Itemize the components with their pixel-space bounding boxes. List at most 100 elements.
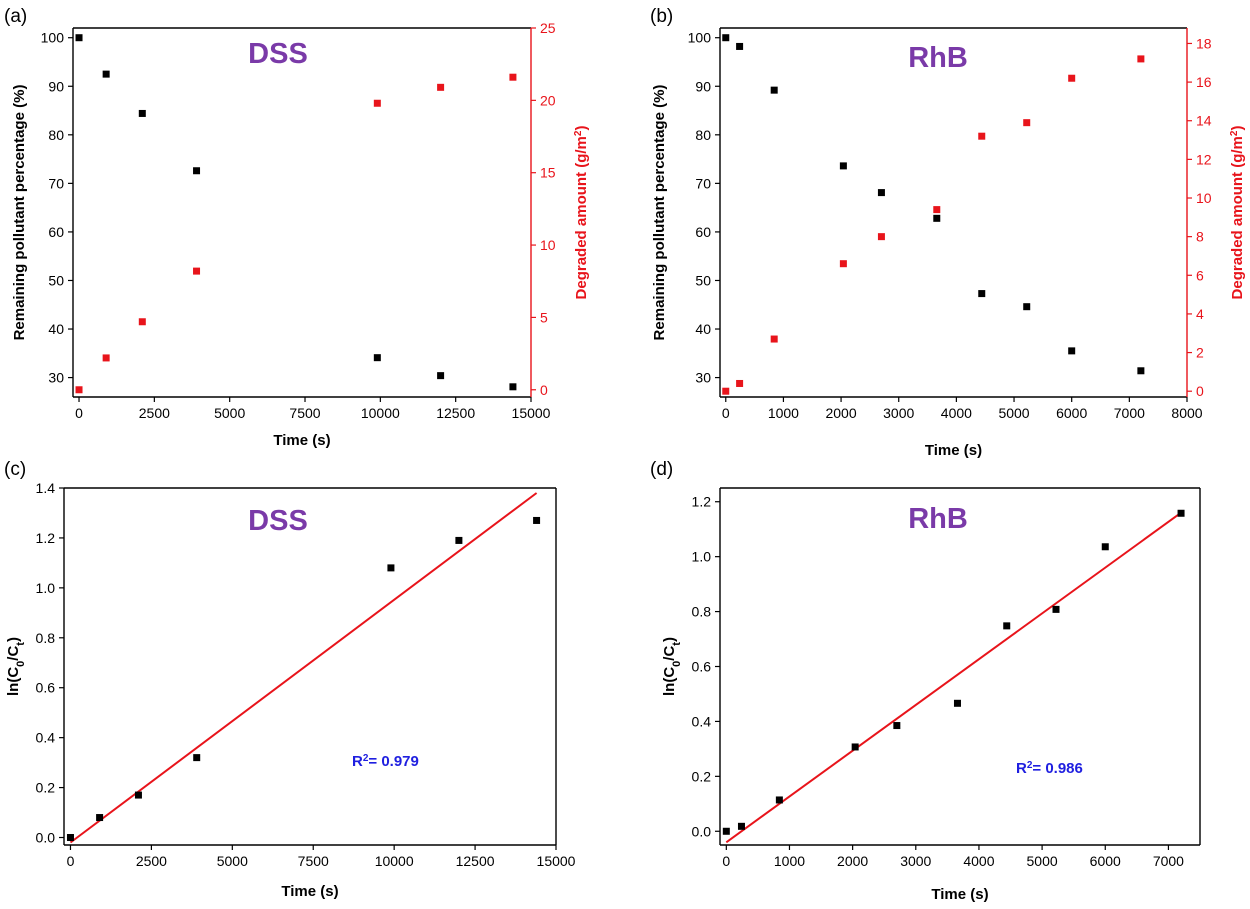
y-tick-label: 70 [48, 175, 64, 191]
data-point [193, 754, 201, 762]
degraded-amount-point [1023, 119, 1031, 127]
x-tick-label: 12500 [456, 853, 495, 869]
y2-axis-title: Degraded amount (g/m2) [573, 126, 591, 300]
data-point [134, 791, 142, 799]
x-tick-label: 0 [722, 853, 730, 869]
data-point [437, 372, 445, 380]
data-point [96, 814, 104, 822]
y-tick-label: 60 [48, 224, 64, 240]
degraded-amount-point [722, 387, 730, 395]
y-tick-label: 40 [48, 321, 64, 337]
data-point [75, 34, 83, 42]
x-tick-label: 12500 [436, 405, 475, 421]
fit-line [725, 511, 1182, 844]
data-point [722, 827, 730, 835]
y2-tick-label: 0 [540, 382, 548, 398]
y2-tick-label: 10 [1196, 190, 1212, 206]
y-tick-label: 90 [695, 78, 711, 94]
y2-tick-label: 15 [540, 165, 556, 181]
degraded-amount-point [102, 354, 110, 362]
x-axis-title: Time (s) [281, 883, 338, 900]
y2-tick-label: 12 [1196, 151, 1212, 167]
y2-tick-label: 25 [540, 20, 556, 36]
data-point [933, 214, 941, 222]
x-axis-title: Time (s) [273, 432, 330, 449]
x-axis-title: Time (s) [931, 886, 988, 903]
data-point [775, 796, 783, 804]
data-point [66, 834, 74, 842]
data-point [193, 167, 201, 175]
data-point [770, 86, 778, 94]
x-tick-label: 2500 [139, 405, 170, 421]
x-tick-label: 5000 [998, 405, 1029, 421]
y-tick-label: 100 [688, 30, 712, 46]
data-point [839, 162, 847, 170]
y2-tick-label: 8 [1196, 229, 1204, 245]
y-axis-title: Remaining pollutant percentage (%) [651, 85, 668, 341]
degraded-amount-point [839, 260, 847, 268]
r-squared-label: R2= 0.979 [352, 753, 419, 771]
degraded-amount-point [770, 335, 778, 343]
degraded-amount-point [373, 99, 381, 107]
x-tick-label: 5000 [214, 405, 245, 421]
data-point [953, 699, 961, 707]
y-tick-label: 0.2 [692, 768, 712, 784]
y2-tick-label: 6 [1196, 267, 1204, 283]
data-point [138, 109, 146, 117]
y2-tick-label: 0 [1196, 383, 1204, 399]
y2-tick-label: 16 [1196, 74, 1212, 90]
data-point [102, 70, 110, 78]
x-tick-label: 2500 [136, 853, 167, 869]
data-point [737, 822, 745, 830]
data-point [373, 354, 381, 362]
data-point [387, 564, 395, 572]
x-tick-label: 7000 [1114, 405, 1145, 421]
y-tick-label: 1.0 [36, 580, 56, 596]
chart-title: DSS [248, 505, 308, 537]
x-tick-label: 7500 [298, 853, 329, 869]
data-point [722, 34, 730, 42]
x-tick-label: 7000 [1153, 853, 1184, 869]
y-tick-label: 1.0 [692, 549, 712, 565]
degraded-amount-point [193, 267, 201, 275]
y-tick-label: 40 [695, 321, 711, 337]
y2-tick-label: 4 [1196, 306, 1204, 322]
y-axis-title: ln(C0/Ct) [5, 637, 27, 696]
data-point [1177, 509, 1185, 517]
panel-label: (c) [4, 459, 26, 480]
data-point [1101, 543, 1109, 551]
chart-panel-1: (a)0 2500 5000 7500 10000 12500 15000304050607… [4, 6, 590, 449]
x-tick-label: 15000 [537, 853, 576, 869]
data-point [1023, 303, 1031, 311]
y-axis-title: ln(C0/Ct) [661, 637, 683, 696]
data-point [893, 722, 901, 730]
x-tick-label: 6000 [1056, 405, 1087, 421]
fit-line [69, 492, 538, 844]
degraded-amount-point [877, 233, 885, 241]
x-tick-label: 10000 [361, 405, 400, 421]
y2-tick-label: 14 [1196, 113, 1212, 129]
degraded-amount-point [736, 379, 744, 387]
degraded-amount-point [1068, 74, 1076, 82]
x-tick-label: 0 [67, 853, 75, 869]
data-point [533, 516, 541, 524]
data-point [455, 536, 463, 544]
y-tick-label: 0.6 [36, 680, 56, 696]
y-tick-label: 80 [695, 127, 711, 143]
x-tick-label: 5000 [217, 853, 248, 869]
y2-axis-title: Degraded amount (g/m2) [1229, 126, 1247, 300]
r-squared-label: R2= 0.986 [1016, 760, 1083, 778]
x-tick-label: 2000 [837, 853, 868, 869]
panel-label: (a) [4, 6, 27, 27]
data-point [877, 189, 885, 197]
y-tick-label: 100 [41, 30, 65, 46]
y-tick-label: 1.2 [36, 530, 56, 546]
data-point [978, 290, 986, 298]
data-point [1052, 605, 1060, 613]
x-tick-label: 3000 [900, 853, 931, 869]
data-point [1003, 622, 1011, 630]
y-tick-label: 0.2 [36, 780, 56, 796]
y-tick-label: 0.0 [36, 830, 56, 846]
y-tick-label: 50 [48, 272, 64, 288]
